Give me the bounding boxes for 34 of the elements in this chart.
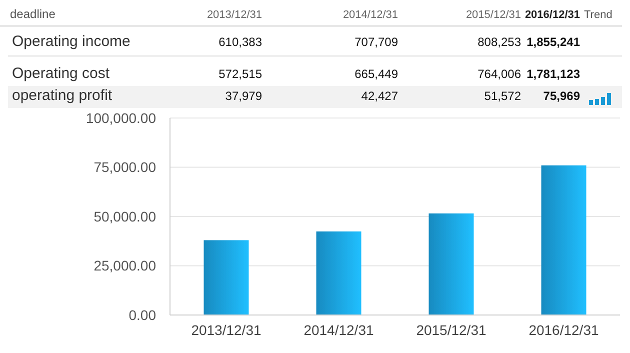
category-label: 2014/12/31: [342, 9, 398, 21]
bar: [541, 165, 586, 315]
text: 51,572: [484, 89, 521, 103]
text: 707,709: [354, 35, 398, 49]
y-tick-label: 50,000.00: [94, 208, 156, 224]
y-tick-label: 75,000.00: [94, 159, 156, 176]
x-tick-label: 2013/12/31: [191, 322, 262, 338]
category-label: operating profit: [12, 87, 112, 104]
bar: [316, 231, 362, 315]
y-tick-label: 25,000.00: [94, 258, 156, 274]
text: 1,855,241: [526, 35, 580, 49]
x-tick-label: 2016/12/31: [528, 322, 599, 338]
category-label: 2016/12/31: [524, 9, 580, 21]
y-tick-label: 100,000.00: [86, 110, 156, 126]
text: 42,427: [361, 89, 398, 103]
text: 665,449: [354, 67, 398, 81]
text: 37,979: [225, 89, 262, 103]
y-tick-label: 0.00: [128, 306, 156, 323]
text: Trend: [584, 9, 612, 21]
x-tick-label: 2015/12/31: [416, 322, 486, 338]
text: 572,515: [218, 67, 262, 81]
text: 1,781,123: [526, 67, 580, 81]
bar: [428, 213, 474, 315]
category-label: Operating cost: [12, 65, 110, 82]
bar: [204, 240, 249, 315]
category-label: Operating income: [12, 33, 130, 50]
text: deadline: [10, 7, 56, 21]
text: 610,383: [218, 35, 262, 49]
text: 808,253: [478, 35, 521, 49]
text: 75,969: [543, 89, 580, 103]
x-tick-label: 2014/12/31: [304, 322, 374, 338]
category-label: 2013/12/31: [206, 9, 262, 21]
text: 764,006: [478, 67, 521, 81]
category-label: 2015/12/31: [466, 9, 521, 21]
